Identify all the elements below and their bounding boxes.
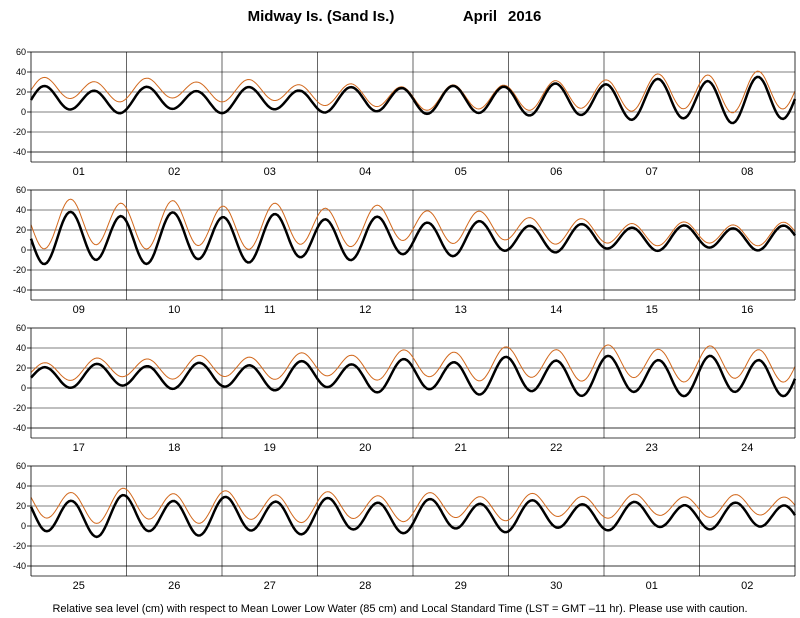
observed-series-line bbox=[30, 344, 796, 383]
day-label: 27 bbox=[264, 580, 276, 592]
panel-4: -40 -20 0 20 40 60 25 26 27 28 29 30 01 02 bbox=[13, 461, 797, 592]
day-label: 30 bbox=[550, 580, 562, 592]
footer-note: Relative sea level (cm) with respect to … bbox=[52, 603, 747, 615]
day-label: 07 bbox=[646, 166, 658, 178]
day-label: 10 bbox=[168, 304, 180, 316]
ytick-label: 0 bbox=[21, 521, 26, 531]
predicted-series-line bbox=[29, 210, 797, 266]
day-label: 23 bbox=[646, 442, 658, 454]
ytick-label: 20 bbox=[16, 363, 26, 373]
day-label: 16 bbox=[741, 304, 753, 316]
year-title: 2016 bbox=[508, 8, 541, 25]
day-label: 26 bbox=[168, 580, 180, 592]
day-label: 15 bbox=[646, 304, 658, 316]
ytick-label: -20 bbox=[13, 127, 26, 137]
plot-frame bbox=[30, 189, 796, 291]
ytick-label: -40 bbox=[13, 147, 26, 157]
ytick-label: 20 bbox=[16, 501, 26, 511]
observed-series-line bbox=[30, 198, 796, 250]
ytick-label: 60 bbox=[16, 461, 26, 471]
ytick-label: 60 bbox=[16, 323, 26, 333]
observed-series-line bbox=[30, 487, 796, 524]
ytick-label: 40 bbox=[16, 205, 26, 215]
ytick-label: -40 bbox=[13, 423, 26, 433]
ytick-label: 0 bbox=[21, 245, 26, 255]
predicted-series-line bbox=[30, 354, 797, 398]
day-label: 11 bbox=[264, 304, 275, 316]
plot-frame bbox=[30, 465, 796, 567]
day-label: 06 bbox=[550, 166, 562, 178]
day-label: 01 bbox=[73, 166, 85, 178]
day-label: 13 bbox=[455, 304, 467, 316]
ytick-label: -40 bbox=[13, 285, 26, 295]
ytick-label: 0 bbox=[21, 383, 26, 393]
day-label: 22 bbox=[550, 442, 562, 454]
plot-frame bbox=[30, 51, 796, 153]
predicted-series-line bbox=[29, 75, 797, 125]
ytick-label: 60 bbox=[16, 185, 26, 195]
day-label: 08 bbox=[741, 166, 753, 178]
day-label: 17 bbox=[73, 442, 85, 454]
day-label: 29 bbox=[455, 580, 467, 592]
station-title: Midway Is. (Sand Is.) bbox=[248, 8, 395, 25]
day-label: 25 bbox=[73, 580, 85, 592]
day-label: 09 bbox=[73, 304, 85, 316]
plot-frame bbox=[30, 327, 796, 429]
day-label: 04 bbox=[359, 166, 371, 178]
day-label: 01 bbox=[646, 580, 658, 592]
ytick-label: -20 bbox=[13, 541, 26, 551]
day-label: 20 bbox=[359, 442, 371, 454]
day-label: 14 bbox=[550, 304, 562, 316]
ytick-label: 20 bbox=[16, 87, 26, 97]
predicted-series-line bbox=[29, 493, 797, 539]
panel-1: -40 -20 0 20 40 60 01 02 03 04 05 06 07 08 bbox=[13, 47, 797, 178]
ytick-label: 0 bbox=[21, 107, 26, 117]
ytick-label: 60 bbox=[16, 47, 26, 57]
day-label: 03 bbox=[264, 166, 276, 178]
ytick-label: -40 bbox=[13, 561, 26, 571]
day-label: 28 bbox=[359, 580, 371, 592]
day-label: 24 bbox=[741, 442, 753, 454]
day-label: 02 bbox=[168, 166, 180, 178]
panel-2: -40 -20 0 20 40 60 09 10 11 12 13 14 15 16 bbox=[13, 185, 797, 316]
day-label: 19 bbox=[264, 442, 276, 454]
day-label: 05 bbox=[455, 166, 467, 178]
day-label: 18 bbox=[168, 442, 180, 454]
ytick-label: 20 bbox=[16, 225, 26, 235]
panel-3: -40 -20 0 20 40 60 17 18 19 20 21 22 23 24 bbox=[13, 323, 797, 454]
day-label: 21 bbox=[455, 442, 467, 454]
ytick-label: 40 bbox=[16, 481, 26, 491]
day-label: 12 bbox=[359, 304, 371, 316]
ytick-label: -20 bbox=[13, 403, 26, 413]
month-title: April bbox=[463, 8, 497, 25]
ytick-label: 40 bbox=[16, 67, 26, 77]
day-label: 02 bbox=[741, 580, 753, 592]
ytick-label: -20 bbox=[13, 265, 26, 275]
ytick-label: 40 bbox=[16, 343, 26, 353]
